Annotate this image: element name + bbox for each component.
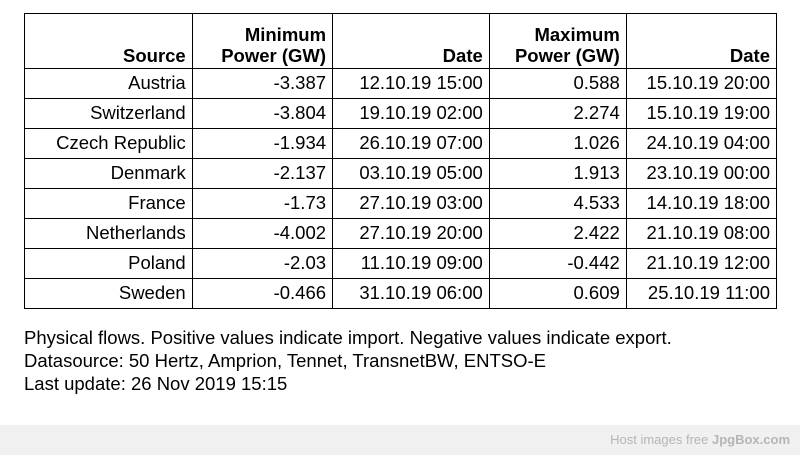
cell-min-date: 31.10.19 06:00 [332, 278, 490, 309]
cell-min-power: -4.002 [191, 218, 334, 249]
cell-source: Switzerland [24, 98, 193, 129]
cell-min-power: -2.03 [191, 248, 334, 279]
table-row: Czech Republic -1.934 26.10.19 07:00 1.0… [24, 128, 778, 159]
table-row: Denmark -2.137 03.10.19 05:00 1.913 23.1… [24, 158, 778, 189]
header-minimum-power-line1: Minimum [244, 24, 327, 46]
cell-source: Netherlands [24, 218, 193, 249]
cell-min-power: -2.137 [191, 158, 334, 189]
header-maximum-power-line1: Maximum [534, 24, 620, 46]
note-physical-flows: Physical flows. Positive values indicate… [24, 327, 672, 348]
cell-min-date: 19.10.19 02:00 [332, 98, 490, 129]
watermark-brand[interactable]: JpgBox.com [711, 432, 790, 447]
cell-min-power: -0.466 [191, 278, 334, 309]
cell-min-power: -3.387 [191, 68, 334, 99]
cell-min-date: 11.10.19 09:00 [332, 248, 490, 279]
cell-source: Denmark [24, 158, 193, 189]
note-last-update: Last update: 26 Nov 2019 15:15 [24, 373, 288, 394]
header-minimum-power-line2: Power (GW) [221, 44, 327, 66]
cell-max-date: 21.10.19 08:00 [625, 218, 778, 249]
cell-min-date: 27.10.19 03:00 [332, 188, 490, 219]
table-row: Netherlands -4.002 27.10.19 20:00 2.422 … [24, 218, 778, 249]
cell-max-date: 23.10.19 00:00 [625, 158, 778, 189]
cell-source: Czech Republic [24, 128, 193, 159]
cell-min-power: -3.804 [191, 98, 334, 129]
watermark-prefix: Host images free [610, 432, 712, 447]
cell-max-power: 1.913 [488, 158, 627, 189]
cell-max-power: 1.026 [488, 128, 627, 159]
header-minimum-power: Minimum Power (GW) [191, 13, 334, 69]
cell-min-date: 27.10.19 20:00 [332, 218, 490, 249]
header-max-date: Date [625, 13, 778, 69]
cell-max-power: -0.442 [488, 248, 627, 279]
cell-max-power: 0.609 [488, 278, 627, 309]
cell-min-date: 12.10.19 15:00 [332, 68, 490, 99]
cell-min-date: 26.10.19 07:00 [332, 128, 490, 159]
note-datasource: Datasource: 50 Hertz, Amprion, Tennet, T… [24, 350, 546, 371]
cell-source: Sweden [24, 278, 193, 309]
footer-bar: Host images free JpgBox.com [0, 425, 800, 455]
cell-max-power: 4.533 [488, 188, 627, 219]
cell-source: Poland [24, 248, 193, 279]
cell-max-power: 2.274 [488, 98, 627, 129]
cell-max-date: 14.10.19 18:00 [625, 188, 778, 219]
table-row: Sweden -0.466 31.10.19 06:00 0.609 25.10… [24, 278, 778, 309]
notes-block: Physical flows. Positive values indicate… [24, 326, 672, 395]
header-source: Source [24, 13, 193, 69]
cell-source: France [24, 188, 193, 219]
header-min-date: Date [332, 13, 490, 69]
cell-source: Austria [24, 68, 193, 99]
physical-flows-table: Source Minimum Power (GW) Date Maximum P… [24, 13, 778, 309]
cell-max-date: 15.10.19 19:00 [625, 98, 778, 129]
cell-min-power: -1.73 [191, 188, 334, 219]
table-header-row: Source Minimum Power (GW) Date Maximum P… [24, 13, 778, 69]
host-watermark[interactable]: Host images free JpgBox.com [610, 432, 790, 447]
cell-max-date: 25.10.19 11:00 [625, 278, 778, 309]
cell-max-date: 24.10.19 04:00 [625, 128, 778, 159]
header-maximum-power: Maximum Power (GW) [488, 13, 627, 69]
table-row: Poland -2.03 11.10.19 09:00 -0.442 21.10… [24, 248, 778, 279]
header-maximum-power-line2: Power (GW) [514, 44, 620, 66]
cell-max-date: 21.10.19 12:00 [625, 248, 778, 279]
cell-min-date: 03.10.19 05:00 [332, 158, 490, 189]
cell-max-power: 2.422 [488, 218, 627, 249]
table-row: France -1.73 27.10.19 03:00 4.533 14.10.… [24, 188, 778, 219]
table-row: Switzerland -3.804 19.10.19 02:00 2.274 … [24, 98, 778, 129]
cell-max-power: 0.588 [488, 68, 627, 99]
cell-min-power: -1.934 [191, 128, 334, 159]
cell-max-date: 15.10.19 20:00 [625, 68, 778, 99]
table-row: Austria -3.387 12.10.19 15:00 0.588 15.1… [24, 68, 778, 99]
